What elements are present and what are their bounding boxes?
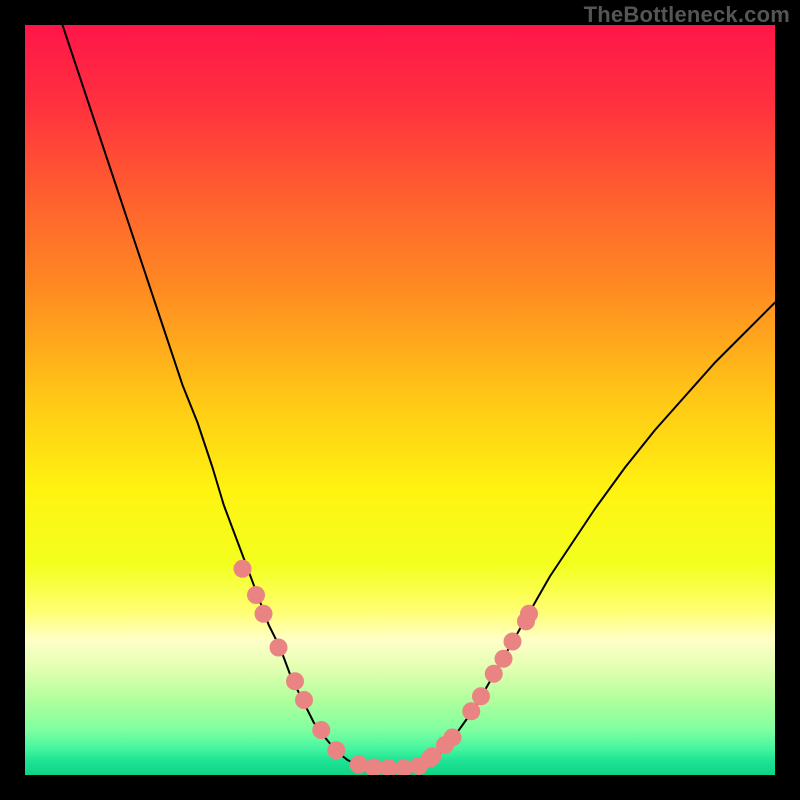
curve-marker xyxy=(312,721,330,739)
curve-marker xyxy=(255,605,273,623)
curve-marker xyxy=(520,605,538,623)
watermark-text: TheBottleneck.com xyxy=(584,2,790,28)
curve-marker xyxy=(444,729,462,747)
curve-marker xyxy=(327,741,345,759)
curve-marker xyxy=(495,650,513,668)
chart-background xyxy=(25,25,775,775)
curve-marker xyxy=(485,665,503,683)
curve-marker xyxy=(462,702,480,720)
curve-marker xyxy=(234,560,252,578)
curve-marker xyxy=(295,691,313,709)
chart-svg xyxy=(25,25,775,775)
curve-marker xyxy=(350,756,368,774)
curve-marker xyxy=(247,586,265,604)
chart-frame: TheBottleneck.com xyxy=(0,0,800,800)
curve-marker xyxy=(270,639,288,657)
curve-marker xyxy=(504,633,522,651)
curve-marker xyxy=(286,672,304,690)
chart-plot-area xyxy=(25,25,775,775)
curve-marker xyxy=(472,687,490,705)
